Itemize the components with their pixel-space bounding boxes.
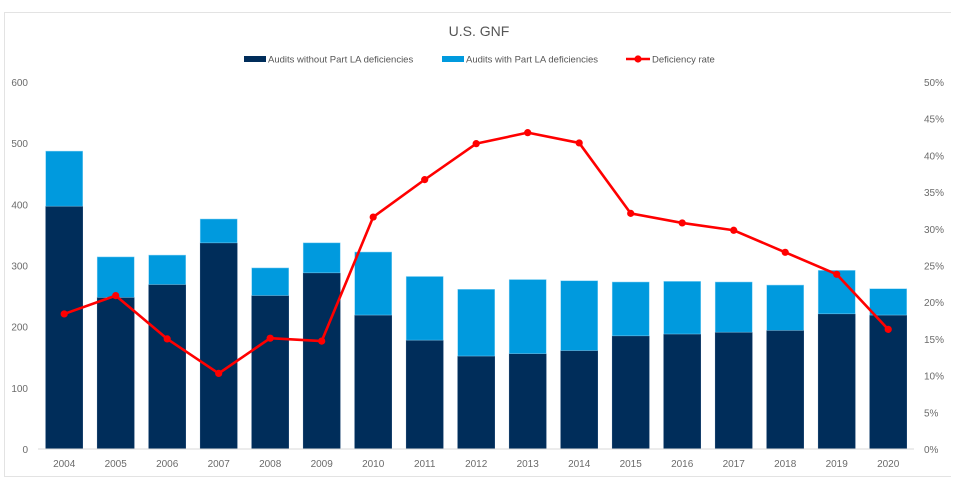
bar-with-deficiencies	[611, 281, 650, 337]
legend-swatch-marker	[634, 55, 642, 63]
y-tick-label: 400	[11, 200, 28, 211]
y2-tick-label: 35%	[924, 188, 944, 199]
legend-swatch	[244, 56, 266, 62]
chart-title: U.S. GNF	[449, 23, 510, 39]
y2-tick-label: 45%	[924, 115, 944, 126]
bar-with-deficiencies	[869, 288, 907, 316]
deficiency-rate-point	[730, 226, 738, 234]
y2-tick-label: 5%	[924, 408, 939, 419]
x-tick-label: 2012	[465, 459, 488, 470]
legend-swatch	[442, 56, 464, 62]
deficiency-rate-point	[575, 139, 583, 147]
x-tick-label: 2019	[826, 459, 849, 470]
x-tick-label: 2010	[362, 459, 385, 470]
y2-tick-label: 25%	[924, 262, 944, 273]
bar-with-deficiencies	[302, 242, 341, 274]
bar-with-deficiencies	[663, 281, 701, 335]
bar-without-deficiencies	[405, 339, 444, 450]
legend-label: Audits with Part LA deficiencies	[466, 55, 598, 66]
x-tick-label: 2007	[208, 459, 231, 470]
y-tick-label: 100	[11, 384, 28, 395]
bar-without-deficiencies	[508, 353, 547, 450]
legend: Audits without Part LA deficiencies Audit…	[244, 55, 715, 66]
bar-with-deficiencies	[199, 218, 238, 244]
bar-without-deficiencies	[817, 313, 856, 450]
deficiency-rate-point	[524, 129, 532, 137]
y-tick-label: 600	[11, 78, 28, 89]
bar-without-deficiencies	[663, 333, 701, 450]
deficiency-rate-point	[421, 176, 429, 184]
x-tick-label: 2006	[156, 459, 179, 470]
bar-with-deficiencies	[148, 254, 186, 285]
bar-without-deficiencies	[148, 284, 186, 450]
x-tick-label: 2009	[311, 459, 334, 470]
bar-with-deficiencies	[714, 281, 753, 333]
x-tick-label: 2011	[414, 459, 436, 470]
deficiency-rate-point	[318, 337, 326, 345]
deficiency-rate-point	[215, 369, 223, 377]
bar-with-deficiencies	[508, 279, 547, 354]
bar-without-deficiencies	[199, 242, 238, 450]
legend-label: Audits without Part LA deficiencies	[268, 55, 413, 66]
bar-without-deficiencies	[611, 335, 650, 450]
deficiency-rate-point	[884, 325, 892, 333]
bar-with-deficiencies	[405, 276, 444, 341]
bars	[45, 150, 907, 450]
x-tick-label: 2017	[723, 459, 746, 470]
y2-tick-label: 50%	[924, 78, 944, 89]
y-axis-right: 0% 5% 10% 15% 20% 25% 30% 35% 40% 45% 50%	[924, 78, 944, 456]
x-tick-label: 2008	[259, 459, 282, 470]
deficiency-rate-point	[163, 335, 171, 343]
x-axis: 2004 2005 2006 2007 2008 2009 2010 2011 2012 2013…	[53, 459, 900, 470]
bar-without-deficiencies	[45, 205, 83, 450]
y2-tick-label: 15%	[924, 335, 944, 346]
deficiency-rate-point	[369, 213, 377, 221]
bar-without-deficiencies	[302, 272, 341, 450]
bar-with-deficiencies	[45, 150, 83, 207]
deficiency-rate-point	[627, 209, 635, 217]
x-tick-label: 2004	[53, 459, 76, 470]
bar-without-deficiencies	[96, 297, 135, 450]
x-tick-label: 2013	[517, 459, 540, 470]
y-tick-label: 300	[11, 262, 28, 273]
x-tick-label: 2015	[620, 459, 643, 470]
bar-with-deficiencies	[96, 256, 135, 298]
bar-without-deficiencies	[560, 350, 598, 450]
x-tick-label: 2020	[877, 459, 900, 470]
bar-without-deficiencies	[354, 314, 392, 450]
bar-without-deficiencies	[251, 295, 289, 450]
deficiency-rate-point	[833, 270, 841, 278]
y-tick-label: 0	[22, 445, 28, 456]
x-tick-label: 2018	[774, 459, 797, 470]
bar-with-deficiencies	[457, 289, 495, 357]
bar-without-deficiencies	[714, 331, 753, 450]
y2-tick-label: 10%	[924, 372, 944, 383]
bar-without-deficiencies	[766, 330, 804, 450]
x-tick-label: 2014	[568, 459, 591, 470]
deficiency-rate-point	[781, 248, 789, 256]
bar-without-deficiencies	[457, 355, 495, 450]
bar-with-deficiencies	[354, 251, 392, 316]
deficiency-rate-line	[60, 129, 892, 377]
y-tick-label: 200	[11, 323, 28, 334]
bar-with-deficiencies	[560, 280, 598, 351]
y-axis-left: 0 100 200 300 400 500 600	[11, 78, 28, 456]
deficiency-rate-point	[678, 219, 686, 227]
x-tick-label: 2016	[671, 459, 694, 470]
y-tick-label: 500	[11, 139, 28, 150]
bar-without-deficiencies	[869, 314, 907, 450]
y2-tick-label: 30%	[924, 225, 944, 236]
deficiency-rate-point	[112, 291, 120, 300]
legend-label: Deficiency rate	[652, 55, 715, 66]
y2-tick-label: 0%	[924, 445, 939, 456]
x-tick-label: 2005	[105, 459, 128, 470]
y2-tick-label: 40%	[924, 151, 944, 162]
bar-with-deficiencies	[766, 284, 804, 331]
deficiency-rate-point	[472, 140, 480, 148]
bar-with-deficiencies	[251, 267, 289, 296]
deficiency-rate-point	[60, 310, 68, 318]
y2-tick-label: 20%	[924, 298, 944, 309]
deficiency-rate-point	[266, 334, 274, 342]
